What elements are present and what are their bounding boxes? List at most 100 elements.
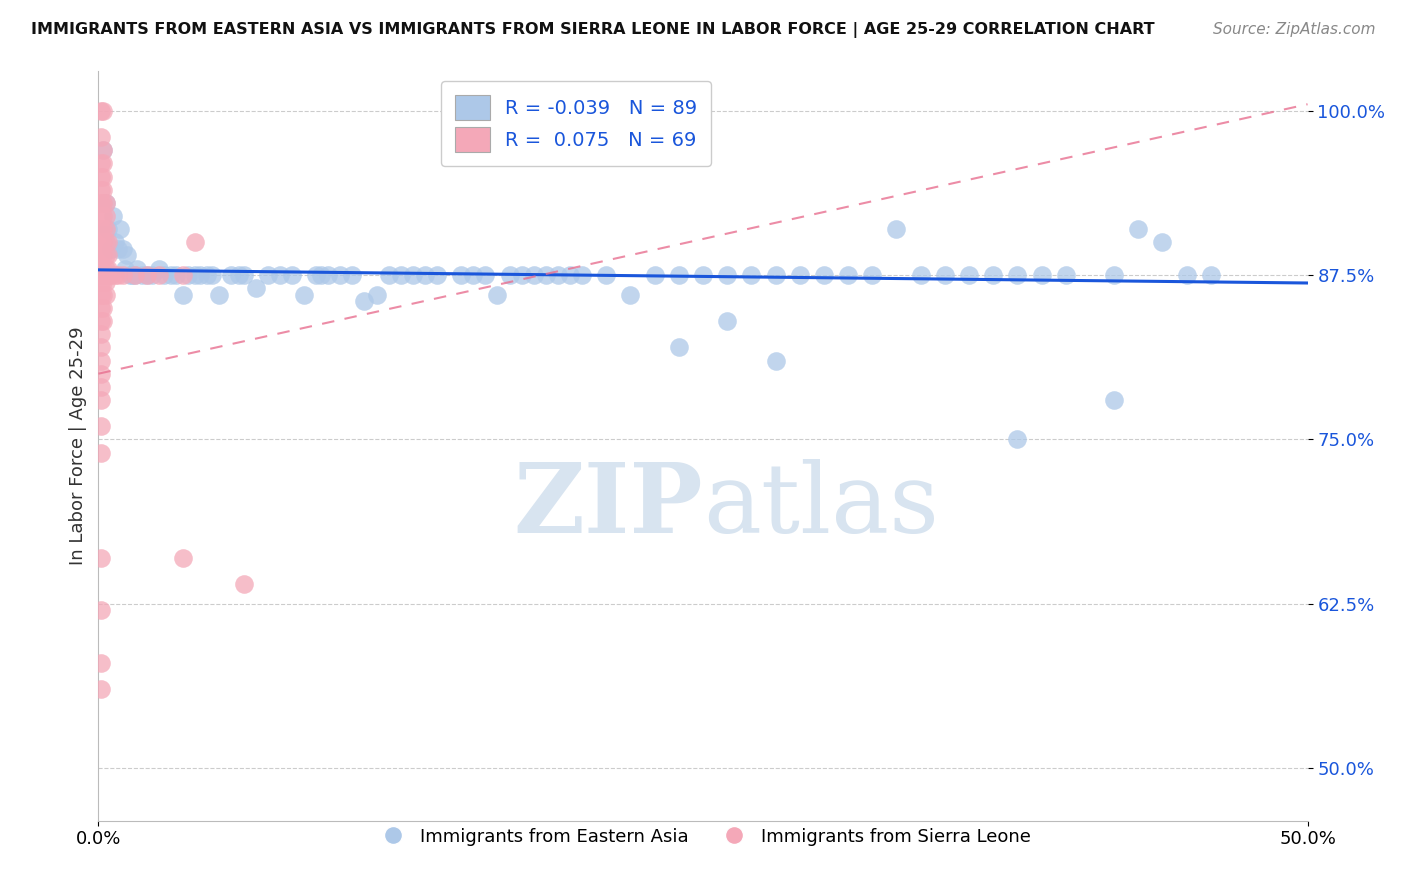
Point	[201, 268, 224, 282]
Point	[104, 268, 127, 282]
Point	[90, 367, 112, 381]
Point	[228, 268, 250, 282]
Point	[124, 268, 146, 282]
Point	[91, 261, 114, 276]
Point	[94, 248, 117, 262]
Point	[97, 268, 120, 282]
Point	[886, 222, 908, 236]
Point	[91, 209, 114, 223]
Point	[644, 268, 666, 282]
Point	[100, 242, 122, 256]
Point	[94, 261, 117, 276]
Point	[90, 682, 112, 697]
Point	[309, 268, 332, 282]
Point	[97, 261, 120, 276]
Point	[305, 268, 328, 282]
Point	[716, 314, 738, 328]
Point	[91, 301, 114, 315]
Point	[94, 222, 117, 236]
Point	[534, 268, 557, 282]
Point	[619, 288, 641, 302]
Point	[837, 268, 859, 282]
Point	[90, 156, 112, 170]
Point	[97, 222, 120, 236]
Point	[1199, 268, 1222, 282]
Point	[90, 445, 112, 459]
Point	[90, 195, 112, 210]
Point	[131, 268, 153, 282]
Point	[1152, 235, 1174, 250]
Point	[172, 288, 194, 302]
Point	[90, 183, 112, 197]
Point	[90, 275, 112, 289]
Point	[413, 268, 436, 282]
Point	[91, 235, 114, 250]
Point	[90, 380, 112, 394]
Point	[101, 209, 124, 223]
Point	[934, 268, 956, 282]
Point	[668, 340, 690, 354]
Point	[94, 209, 117, 223]
Point	[165, 268, 187, 282]
Point	[245, 281, 267, 295]
Point	[1175, 268, 1198, 282]
Point	[124, 268, 146, 282]
Point	[90, 268, 112, 282]
Point	[94, 195, 117, 210]
Point	[117, 248, 139, 262]
Point	[292, 288, 315, 302]
Point	[111, 242, 134, 256]
Point	[100, 268, 122, 282]
Point	[765, 268, 787, 282]
Point	[91, 275, 114, 289]
Point	[91, 222, 114, 236]
Point	[813, 268, 835, 282]
Point	[1054, 268, 1077, 282]
Point	[232, 577, 254, 591]
Text: ZIP: ZIP	[513, 459, 703, 553]
Point	[135, 268, 157, 282]
Point	[510, 268, 533, 282]
Point	[91, 314, 114, 328]
Point	[668, 268, 690, 282]
Point	[90, 353, 112, 368]
Point	[765, 353, 787, 368]
Point	[90, 392, 112, 407]
Point	[108, 222, 131, 236]
Point	[114, 261, 136, 276]
Point	[90, 103, 112, 118]
Point	[716, 268, 738, 282]
Point	[342, 268, 364, 282]
Point	[107, 268, 129, 282]
Point	[91, 195, 114, 210]
Point	[97, 235, 120, 250]
Point	[1007, 433, 1029, 447]
Point	[148, 268, 170, 282]
Point	[184, 235, 207, 250]
Point	[860, 268, 883, 282]
Point	[1102, 392, 1125, 407]
Point	[377, 268, 399, 282]
Point	[90, 419, 112, 434]
Point	[90, 656, 112, 670]
Point	[426, 268, 449, 282]
Point	[402, 268, 425, 282]
Point	[353, 294, 375, 309]
Point	[127, 261, 149, 276]
Point	[450, 268, 472, 282]
Point	[1007, 268, 1029, 282]
Point	[172, 550, 194, 565]
Point	[91, 248, 114, 262]
Point	[232, 268, 254, 282]
Point	[172, 268, 194, 282]
Point	[90, 222, 112, 236]
Point	[91, 268, 114, 282]
Point	[111, 268, 134, 282]
Point	[281, 268, 304, 282]
Point	[366, 288, 388, 302]
Point	[498, 268, 520, 282]
Point	[152, 268, 174, 282]
Point	[91, 143, 114, 157]
Point	[135, 268, 157, 282]
Point	[94, 235, 117, 250]
